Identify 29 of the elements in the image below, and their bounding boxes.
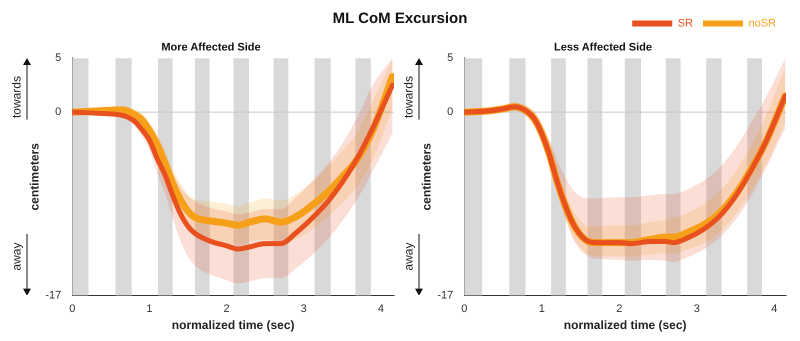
x-tick-label: 4: [378, 303, 384, 316]
y-tick-label: 0: [55, 106, 62, 118]
x-axis-title: normalized time (sec): [564, 318, 687, 332]
x-tick-label: 1: [538, 303, 545, 316]
text: away: [9, 242, 24, 271]
x-tick-label: 0: [461, 303, 468, 316]
text: towards: [401, 76, 416, 118]
x-tick-label: 3: [694, 303, 700, 316]
x-tick-label: 1: [146, 303, 153, 316]
x-tick-label: 2: [224, 303, 230, 316]
legend-label: SR: [678, 18, 694, 30]
y-tick-label: -17: [437, 289, 454, 302]
y-axis-title: centimeters: [28, 142, 42, 210]
x-tick-label: 0: [69, 303, 76, 316]
y-tick-label: 5: [447, 52, 454, 64]
y-axis-title: centimeters: [420, 142, 434, 210]
chart-title: ML CoM Excursion: [332, 10, 468, 27]
y-tick-label: 5: [55, 52, 62, 64]
x-tick-label: 4: [771, 303, 778, 316]
x-axis-title: normalized time (sec): [172, 318, 295, 332]
y-tick-label: 0: [447, 106, 454, 118]
legend-label: noSR: [748, 18, 776, 30]
chart-subtitle: More Affected Side: [161, 42, 261, 54]
x-tick-label: 2: [616, 303, 622, 316]
text: towards: [9, 76, 24, 118]
text: away: [401, 242, 416, 271]
x-tick-label: 3: [300, 303, 307, 316]
chart-subtitle: Less Affected Side: [554, 42, 652, 54]
y-tick-label: -17: [45, 289, 62, 302]
